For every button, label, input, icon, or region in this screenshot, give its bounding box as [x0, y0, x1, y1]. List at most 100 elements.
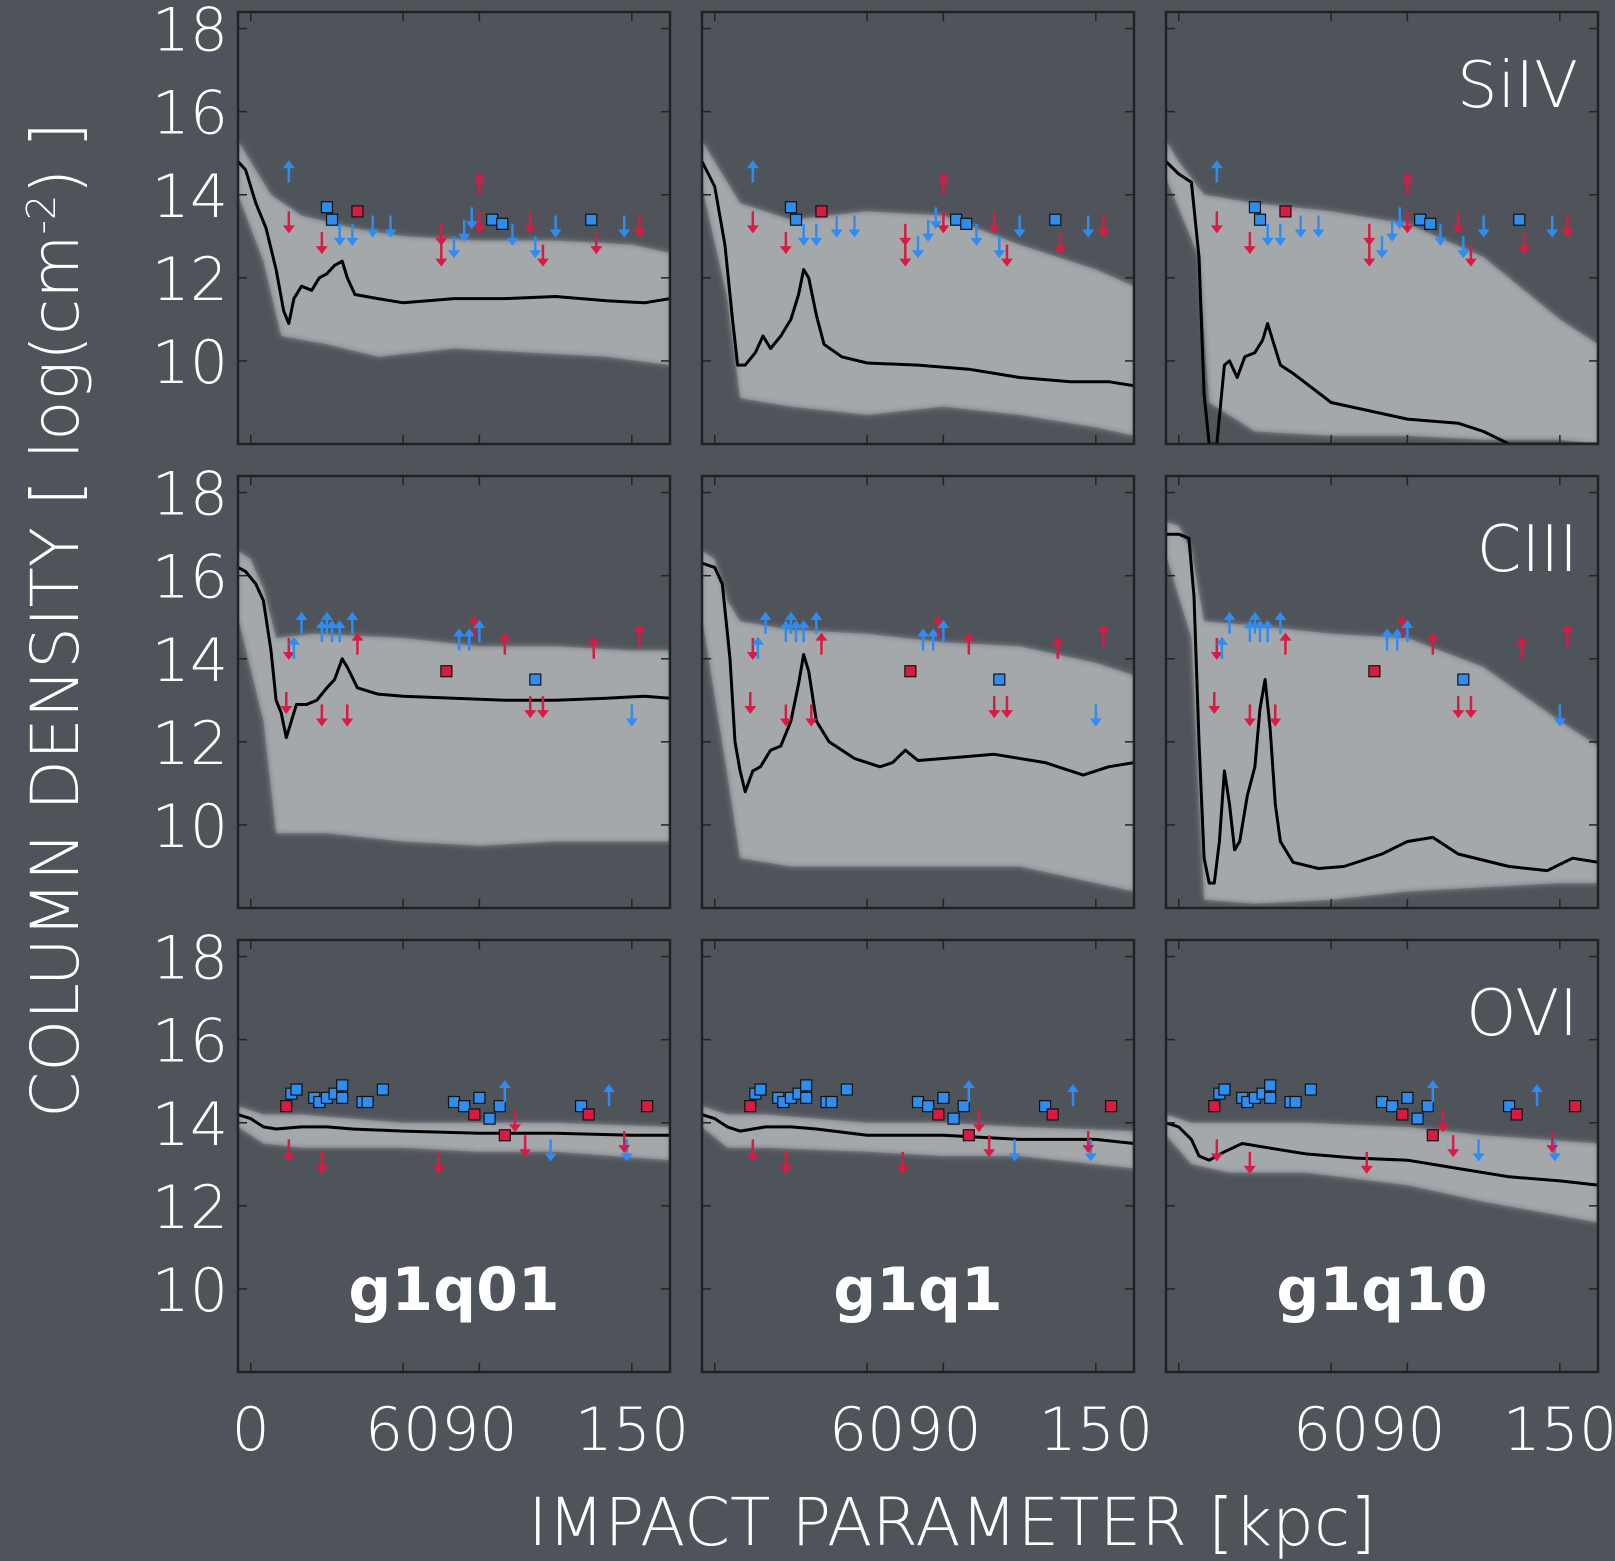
- observation-upper-limit: [899, 244, 912, 267]
- x-tick-label: 60: [365, 1395, 441, 1465]
- y-tick-label: 12: [152, 1173, 228, 1243]
- x-tick-label: 150: [575, 1395, 690, 1465]
- x-tick-label: 90: [905, 1395, 981, 1465]
- observation-upper-limit: [922, 219, 935, 242]
- panel-frame: [700, 10, 1136, 446]
- observation-upper-limit: [549, 215, 562, 238]
- median-line: [238, 566, 670, 740]
- observation-lower-limit: [453, 628, 466, 651]
- observation-detection: [1248, 201, 1262, 214]
- observation-detection: [1513, 213, 1526, 226]
- observation-upper-limit: [346, 223, 359, 246]
- observation-upper-limit: [1210, 638, 1223, 660]
- panel-ovi-g1q10: OVI g1q10: [1164, 938, 1600, 1374]
- observation-upper-limit: [1210, 1139, 1223, 1162]
- y-tick-label: 14: [152, 1090, 228, 1160]
- observation-upper-limit: [519, 1135, 532, 1158]
- panel-frame: [1164, 474, 1600, 910]
- panel-ovi-g1q01: g1q01: [236, 938, 672, 1374]
- observation-detection: [825, 1095, 838, 1109]
- observation-upper-limit: [1518, 232, 1531, 255]
- observation-upper-limit: [1261, 223, 1274, 246]
- y-tick-label: 10: [152, 1256, 228, 1326]
- observation-detection: [1510, 1108, 1523, 1121]
- observation-upper-limit: [1546, 1131, 1559, 1154]
- observation-lower-limit: [351, 632, 364, 655]
- observation-lower-limit: [1515, 636, 1528, 659]
- observation-upper-limit: [797, 223, 810, 246]
- simulation-band-core: [1166, 1114, 1598, 1223]
- observation-upper-limit: [282, 211, 295, 234]
- observation-detection: [325, 213, 339, 226]
- median-line: [1166, 532, 1598, 885]
- observation-upper-limit: [1447, 1135, 1460, 1158]
- simulation-band-core: [1166, 140, 1598, 444]
- observation-lower-limit: [1561, 624, 1574, 647]
- observation-lower-limit: [746, 160, 759, 183]
- observation-upper-limit: [1054, 232, 1067, 255]
- observation-detection: [641, 1100, 654, 1113]
- y-tick-label: 16: [152, 79, 228, 149]
- observation-detection: [1396, 1108, 1409, 1121]
- observation-detection: [447, 1095, 461, 1109]
- observation-upper-limit: [993, 236, 1006, 259]
- observation-detection: [947, 1112, 960, 1125]
- observation-upper-limit: [1561, 215, 1574, 238]
- observation-detection: [1421, 1100, 1434, 1113]
- y-tick-label: 10: [152, 328, 228, 398]
- run-label: g1q10: [1276, 1255, 1487, 1325]
- observation-upper-limit: [1457, 236, 1470, 259]
- ion-label: OVI: [1466, 977, 1578, 1051]
- observation-upper-limit: [896, 1151, 909, 1174]
- observation-detection: [498, 1129, 511, 1142]
- observation-lower-limit: [1215, 636, 1228, 659]
- observation-upper-limit: [536, 244, 549, 267]
- observation-lower-limit: [1067, 1084, 1080, 1107]
- observation-upper-limit: [1477, 215, 1490, 238]
- observation-lower-limit: [797, 620, 810, 643]
- observation-upper-limit: [746, 1139, 759, 1162]
- observation-detection: [1386, 1100, 1399, 1113]
- observation-upper-limit: [779, 232, 792, 255]
- observation-upper-limit: [282, 638, 295, 660]
- observation-lower-limit: [962, 1080, 975, 1102]
- observation-detection: [1375, 1095, 1389, 1109]
- observation-lower-limit: [603, 1084, 616, 1107]
- observation-upper-limit: [744, 692, 757, 714]
- observation-lower-limit: [587, 636, 600, 659]
- observation-lower-limit: [1274, 611, 1287, 634]
- observation-upper-limit: [810, 223, 823, 246]
- observation-upper-limit: [1000, 696, 1013, 719]
- observation-upper-limit: [1097, 215, 1110, 238]
- observation-upper-limit: [970, 223, 983, 246]
- observation-lower-limit: [1401, 620, 1414, 643]
- observation-lower-limit: [784, 611, 797, 634]
- y-axis-title: COLUMN DENSITY [ log(cm-2) ]: [17, 122, 94, 1118]
- y-axis-title-end: ) ]: [17, 122, 94, 194]
- observation-upper-limit: [912, 236, 924, 259]
- observation-lower-limit: [962, 632, 975, 655]
- observation-lower-limit: [1391, 628, 1404, 651]
- observation-detection: [1049, 213, 1062, 226]
- panel-ciii-g1q1: [700, 474, 1136, 910]
- observation-lower-limit: [1248, 611, 1261, 634]
- observation-detection: [493, 1100, 506, 1113]
- plot-area: [702, 12, 1134, 444]
- y-axis-title-main: COLUMN DENSITY [ log(cm: [17, 235, 94, 1118]
- observation-lower-limit: [1279, 632, 1292, 655]
- plot-area: [1166, 12, 1598, 444]
- observation-detection: [458, 1100, 471, 1113]
- observation-lower-limit: [1254, 620, 1267, 643]
- observation-detection: [1105, 1100, 1118, 1113]
- observation-lower-limit: [937, 620, 950, 643]
- panel-siiv-g1q01: [236, 10, 672, 446]
- observation-detection: [962, 1129, 975, 1142]
- panel-siiv-g1q1: [700, 10, 1136, 446]
- observation-detection: [1426, 1129, 1439, 1142]
- simulation-band: [702, 1106, 1134, 1169]
- observation-upper-limit: [1553, 704, 1566, 727]
- observation-detection: [483, 1112, 496, 1125]
- observation-upper-limit: [848, 215, 861, 238]
- panel-frame: [236, 10, 672, 446]
- panel-frame: [700, 474, 1136, 910]
